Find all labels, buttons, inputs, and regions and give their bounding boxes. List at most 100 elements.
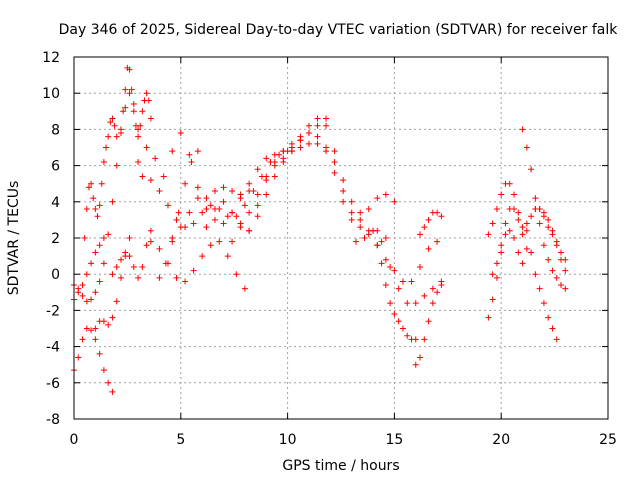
data-point <box>177 130 184 137</box>
data-point <box>511 191 518 198</box>
data-point <box>83 271 90 278</box>
data-point <box>280 148 287 155</box>
data-point <box>237 195 244 202</box>
x-tick-label: 15 <box>385 432 403 448</box>
data-point <box>391 311 398 318</box>
data-point <box>519 231 526 238</box>
data-point <box>254 213 261 220</box>
data-point <box>117 126 124 133</box>
data-point <box>553 336 560 343</box>
data-point <box>511 235 518 241</box>
data-point <box>515 209 522 216</box>
data-points <box>71 64 569 395</box>
data-point <box>502 220 509 227</box>
data-point <box>263 177 270 184</box>
data-point <box>156 245 163 252</box>
data-point <box>122 86 129 93</box>
data-point <box>152 155 159 162</box>
y-tick-label: -6 <box>46 376 60 392</box>
data-point <box>122 104 129 111</box>
data-point <box>340 198 347 205</box>
data-point <box>75 285 82 292</box>
data-point <box>92 249 99 256</box>
data-point <box>147 177 154 184</box>
data-point <box>186 151 193 158</box>
series-arc-05 <box>92 235 133 332</box>
data-point <box>314 115 321 122</box>
data-point <box>75 354 82 361</box>
data-point <box>203 195 210 202</box>
data-point <box>502 231 509 238</box>
y-tick-label: 12 <box>42 50 60 66</box>
series-arc-10 <box>147 238 248 292</box>
data-point <box>271 173 278 180</box>
data-point <box>395 285 402 292</box>
data-point <box>233 213 240 220</box>
data-point <box>528 213 535 220</box>
data-point <box>182 278 189 285</box>
x-tick-label: 25 <box>599 432 617 448</box>
data-point <box>395 318 402 325</box>
data-point <box>156 187 163 194</box>
data-point <box>493 260 500 267</box>
data-point <box>135 274 142 281</box>
data-point <box>536 206 543 213</box>
data-point <box>147 238 154 245</box>
data-point <box>305 122 312 129</box>
data-point <box>164 202 171 209</box>
data-point <box>536 285 543 292</box>
data-point <box>139 173 146 180</box>
data-point <box>536 220 543 227</box>
series-arc-04 <box>81 115 120 241</box>
data-point <box>331 148 338 155</box>
data-point <box>81 235 88 241</box>
data-point <box>323 115 330 122</box>
data-point <box>498 249 505 256</box>
data-point <box>323 144 330 151</box>
series-arc-21 <box>485 227 526 321</box>
y-tick-label: 10 <box>42 86 60 102</box>
series-arc-22 <box>489 206 569 278</box>
data-point <box>254 166 261 173</box>
data-point <box>340 177 347 184</box>
data-point <box>374 195 381 202</box>
data-point <box>220 198 227 205</box>
data-point <box>553 242 560 249</box>
data-point <box>199 253 206 260</box>
data-point <box>545 256 552 263</box>
data-point <box>519 224 526 231</box>
data-point <box>79 282 86 289</box>
data-point <box>147 227 154 234</box>
data-point <box>92 336 99 343</box>
data-point <box>96 278 103 285</box>
series-arc-19 <box>417 209 445 238</box>
data-point <box>147 115 154 122</box>
data-point <box>109 314 116 321</box>
data-point <box>96 242 103 249</box>
data-point <box>549 325 556 332</box>
data-point <box>399 278 406 285</box>
data-point <box>553 274 560 281</box>
data-point <box>194 148 201 155</box>
data-point <box>489 296 496 303</box>
data-point <box>540 300 547 307</box>
data-point <box>314 133 321 140</box>
data-point <box>263 155 270 162</box>
data-point <box>96 350 103 357</box>
data-point <box>408 278 415 285</box>
data-point <box>288 140 295 147</box>
data-point <box>111 122 118 129</box>
data-point <box>348 198 355 205</box>
data-point <box>105 133 112 140</box>
data-point <box>382 235 389 241</box>
data-point <box>511 206 518 213</box>
data-point <box>83 298 90 305</box>
data-point <box>352 238 359 245</box>
chart-title: Day 346 of 2025, Sidereal Day-to-day VTE… <box>59 22 619 38</box>
data-point <box>562 267 569 274</box>
data-point <box>370 227 377 234</box>
data-point <box>88 296 95 303</box>
series-arc-16 <box>352 227 445 307</box>
data-point <box>382 191 389 198</box>
